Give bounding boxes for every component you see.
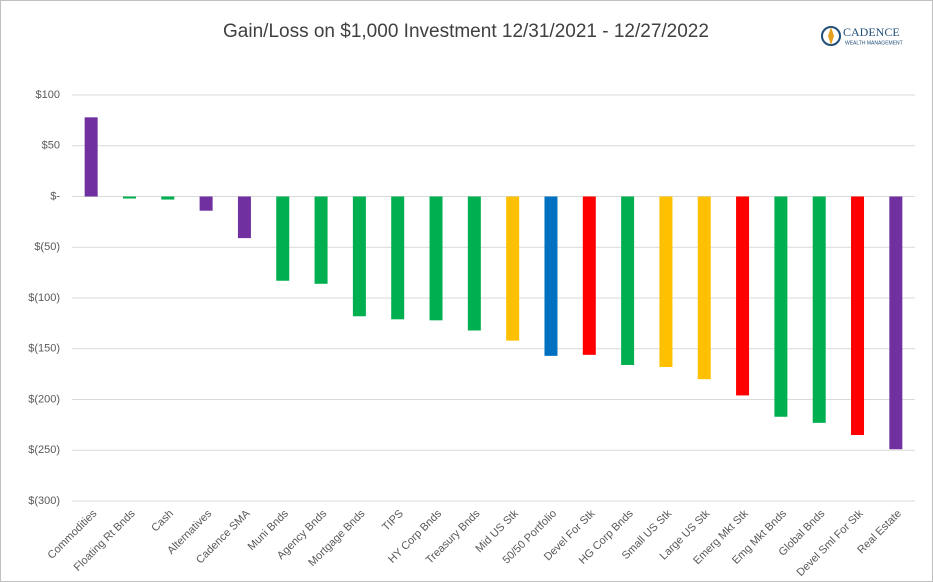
logo-name: CADENCE [843, 25, 900, 39]
bar [429, 196, 443, 321]
bar [506, 196, 520, 341]
bar [736, 196, 750, 396]
bar [582, 196, 596, 355]
y-tick-label: $- [50, 190, 60, 202]
bar [697, 196, 711, 380]
bar [84, 117, 98, 197]
bar [659, 196, 673, 368]
logo-tagline: WEALTH MANAGEMENT [845, 40, 903, 46]
y-tick-label: $(250) [28, 444, 60, 456]
bar [237, 196, 251, 239]
bar [391, 196, 405, 320]
y-tick-label: $100 [36, 89, 60, 101]
bar [199, 196, 213, 211]
bar [774, 196, 788, 417]
bar [161, 196, 175, 200]
bar [467, 196, 481, 331]
y-tick-label: $(300) [28, 495, 60, 507]
y-tick-label: $50 [42, 140, 60, 152]
y-tick-label: $(50) [34, 241, 60, 253]
bar [352, 196, 366, 317]
bar [544, 196, 558, 356]
bar [276, 196, 290, 281]
bar [314, 196, 328, 284]
y-tick-label: $(200) [28, 393, 60, 405]
bar [812, 196, 826, 423]
y-tick-label: $(150) [28, 343, 60, 355]
logo: CADENCE WEALTH MANAGEMENT [821, 25, 903, 46]
bar [851, 196, 865, 436]
bar [621, 196, 635, 365]
y-tick-label: $(100) [28, 292, 60, 304]
bar [889, 196, 903, 450]
bar [122, 196, 136, 199]
chart-title: Gain/Loss on $1,000 Investment 12/31/202… [223, 21, 709, 42]
logo-needle [828, 27, 834, 45]
